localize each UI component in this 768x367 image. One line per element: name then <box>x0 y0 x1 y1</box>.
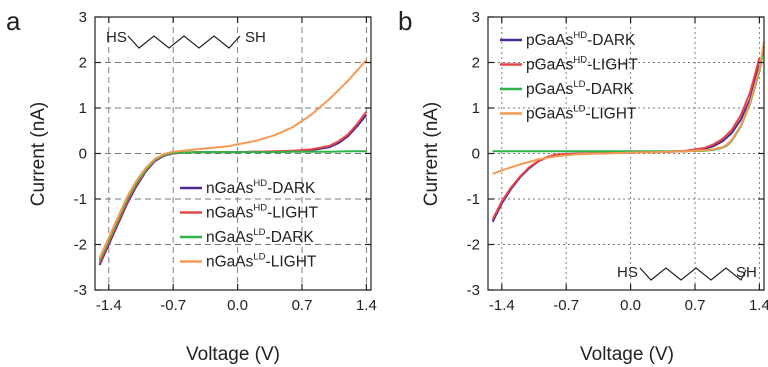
y-tick-label: 2 <box>472 55 480 72</box>
panel-b-molecule-right: SH <box>736 264 757 281</box>
panel-b-molecule-chain <box>639 267 747 281</box>
x-tick-label: -0.7 <box>553 297 579 314</box>
panel-a-letter: a <box>6 6 21 36</box>
series-line-a-2 <box>98 150 367 261</box>
y-tick-label: 0 <box>79 146 87 163</box>
x-tick-label: -1.4 <box>96 297 122 314</box>
panel-b-molecule-left: HS <box>617 264 638 281</box>
panel-a: a Current (nA) Voltage (V) -1.4 -0.7 0.0 0.… <box>6 6 377 365</box>
panel-b-molecule: HS SH <box>617 264 757 281</box>
x-tick-label: 0.7 <box>292 297 313 314</box>
x-tick-label: 0.0 <box>227 297 248 314</box>
panel-a-molecule: HS SH <box>106 29 266 49</box>
legend-label: pGaAsHD-LIGHT <box>526 55 638 74</box>
y-tick-label: 3 <box>472 9 480 26</box>
legend-label: pGaAsLD-DARK <box>526 79 634 98</box>
y-tick-label: 0 <box>472 146 480 163</box>
legend-label: nGaAsHD-DARK <box>206 178 316 197</box>
panel-a-molecule-left: HS <box>106 29 127 46</box>
x-tick-label: 1.4 <box>356 297 377 314</box>
panel-b-xlabel: Voltage (V) <box>580 344 674 365</box>
y-tick-label: 1 <box>79 100 87 117</box>
legend-label: nGaAsLD-DARK <box>206 227 314 246</box>
x-tick-label: 0.7 <box>685 297 706 314</box>
panel-a-ylabel: Current (nA) <box>28 102 49 207</box>
legend-label: pGaAsLD-LIGHT <box>526 104 637 123</box>
panel-b: b Current (nA) Voltage (V) -1.4 -0.7 0.0 0.… <box>398 6 768 365</box>
x-tick-label: -1.4 <box>489 297 515 314</box>
panel-a-series <box>98 59 368 266</box>
panel-b-ylabel: Current (nA) <box>421 102 442 207</box>
y-tick-label: 2 <box>79 55 87 72</box>
panel-a-molecule-right: SH <box>245 29 266 46</box>
legend-label: nGaAsLD-LIGHT <box>206 252 317 271</box>
y-tick-label: -2 <box>74 237 87 254</box>
legend-label: pGaAsHD-DARK <box>526 30 636 49</box>
y-tick-label: 1 <box>472 100 480 117</box>
y-tick-label: -1 <box>467 191 480 208</box>
panel-b-legend: pGaAsHD-DARK pGaAsHD-LIGHT pGaAsLD-DARK pGa… <box>500 30 638 123</box>
panel-b-letter: b <box>398 6 412 36</box>
y-tick-label: -3 <box>467 282 480 299</box>
panel-b-ticks: -1.4 -0.7 0.0 0.7 1.4 -3 -2 -1 0 1 2 3 <box>467 9 768 314</box>
x-tick-label: -0.7 <box>160 297 186 314</box>
panel-a-molecule-chain <box>127 35 241 49</box>
y-tick-label: -3 <box>74 282 87 299</box>
series-line-b-3 <box>492 41 765 175</box>
series-line-a-3 <box>98 59 368 259</box>
y-tick-label: 3 <box>79 9 87 26</box>
panel-a-xlabel: Voltage (V) <box>186 344 280 365</box>
x-tick-label: 1.4 <box>749 297 768 314</box>
panel-b-frame <box>487 16 765 291</box>
y-tick-label: -2 <box>467 237 480 254</box>
panel-b-series <box>491 41 765 223</box>
panel-a-legend: nGaAsHD-DARK nGaAsHD-LIGHT nGaAsLD-DARK nGa… <box>180 178 318 271</box>
panel-a-frame <box>94 16 372 291</box>
legend-label: nGaAsHD-LIGHT <box>206 203 318 222</box>
x-tick-label: 0.0 <box>620 297 641 314</box>
panel-a-ticks: -1.4 -0.7 0.0 0.7 1.4 -3 -2 -1 0 1 2 3 <box>74 9 377 314</box>
y-tick-label: -1 <box>74 191 87 208</box>
panel-a-grid <box>95 17 371 290</box>
